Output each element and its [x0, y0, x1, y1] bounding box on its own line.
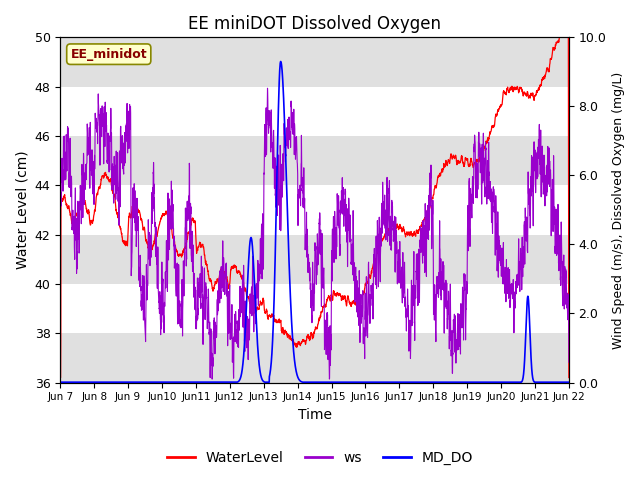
Title: EE miniDOT Dissolved Oxygen: EE miniDOT Dissolved Oxygen	[188, 15, 441, 33]
Bar	[60, 333, 569, 383]
Bar	[60, 37, 569, 87]
Bar	[60, 235, 569, 284]
Legend: WaterLevel, ws, MD_DO: WaterLevel, ws, MD_DO	[161, 445, 479, 471]
Y-axis label: Wind Speed (m/s), Dissolved Oxygen (mg/L): Wind Speed (m/s), Dissolved Oxygen (mg/L…	[612, 72, 625, 348]
Bar	[60, 136, 569, 185]
Text: EE_minidot: EE_minidot	[70, 48, 147, 60]
Y-axis label: Water Level (cm): Water Level (cm)	[15, 151, 29, 269]
X-axis label: Time: Time	[298, 408, 332, 422]
